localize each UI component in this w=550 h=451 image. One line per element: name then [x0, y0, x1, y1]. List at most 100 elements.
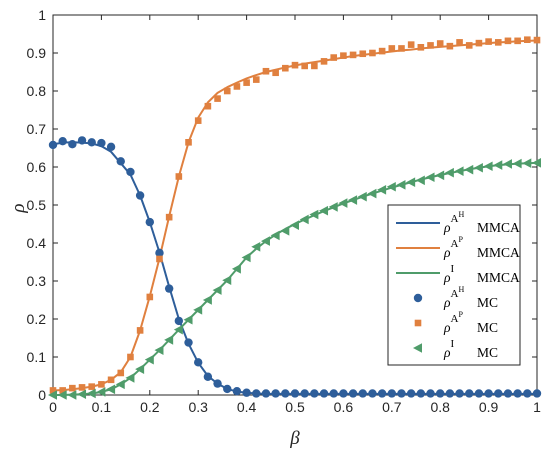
- y-tick-label: 0.6: [27, 159, 47, 175]
- data-point-I: [183, 314, 193, 325]
- y-tick-label: 0.5: [27, 197, 47, 213]
- data-point-AP: [524, 36, 531, 43]
- data-point-AP: [504, 37, 512, 45]
- data-point-I: [154, 345, 164, 355]
- data-point-AH: [368, 389, 377, 398]
- data-point-AP: [388, 45, 396, 52]
- data-point-I: [193, 305, 203, 315]
- data-point-I: [270, 230, 280, 241]
- data-point-I: [415, 175, 425, 186]
- data-point-I: [319, 205, 329, 216]
- data-point-AH: [281, 389, 290, 398]
- data-point-AH: [58, 136, 67, 146]
- data-point-AH: [339, 389, 348, 398]
- data-point-I: [212, 285, 222, 295]
- data-point-AH: [232, 387, 242, 396]
- data-point-AH: [445, 389, 455, 398]
- data-point-AP: [378, 47, 386, 55]
- data-point-I: [144, 354, 154, 365]
- data-point-I: [435, 170, 445, 181]
- data-point-AP: [69, 384, 76, 392]
- data-point-I: [348, 195, 358, 205]
- data-point-AP: [291, 61, 299, 69]
- data-point-AP: [59, 387, 66, 394]
- data-point-AP: [301, 62, 308, 70]
- data-point-AP: [359, 50, 367, 58]
- data-point-I: [299, 214, 309, 225]
- data-point-AP: [475, 39, 483, 47]
- data-point-I: [425, 172, 435, 183]
- data-point-AH: [135, 191, 145, 200]
- data-point-AH: [503, 389, 513, 398]
- data-point-AP: [514, 37, 521, 45]
- data-point-AH: [87, 138, 96, 147]
- legend-label: ρIMC: [443, 338, 498, 360]
- data-point-AP: [185, 139, 192, 146]
- legend-box: [387, 204, 521, 366]
- data-point-I: [377, 185, 387, 195]
- data-point-AH: [242, 388, 251, 397]
- data-point-I: [502, 159, 512, 169]
- data-point-I: [251, 242, 261, 252]
- data-point-AH: [97, 138, 106, 148]
- data-point-AP: [214, 95, 221, 102]
- x-tick-label: 0.1: [92, 399, 112, 415]
- data-point-AH: [77, 136, 87, 145]
- data-point-AH: [213, 379, 222, 388]
- data-point-AP: [175, 173, 183, 180]
- data-point-I: [367, 188, 377, 199]
- legend-swatch-marker: [413, 293, 423, 303]
- data-point-AH: [174, 316, 184, 326]
- y-tick-label: 0.4: [27, 235, 47, 251]
- data-point-AH: [348, 389, 358, 398]
- data-point-AP: [49, 387, 57, 394]
- data-point-AH: [523, 389, 532, 398]
- data-point-I: [241, 252, 251, 263]
- data-point-AP: [311, 62, 318, 70]
- data-point-AH: [261, 389, 271, 398]
- x-tick-label: 0: [49, 399, 57, 415]
- data-point-AP: [165, 213, 173, 221]
- x-axis: 0 0.1 0.2 0.3 0.4 0.5 0.6 0.7 0.8 0.9 1: [49, 15, 541, 415]
- x-tick-label: 0.2: [140, 399, 160, 415]
- data-point-I: [67, 390, 77, 400]
- series-AH-markers: [48, 136, 542, 398]
- data-point-AH: [319, 389, 329, 398]
- data-point-I: [222, 275, 232, 286]
- data-point-AH: [397, 389, 406, 398]
- legend-label: ρAHMMCA: [443, 210, 520, 235]
- data-point-AP: [436, 40, 444, 47]
- y-tick-label: 0.3: [27, 273, 47, 289]
- data-point-AH: [474, 389, 484, 398]
- data-point-I: [57, 390, 67, 400]
- legend-entry-AP-MMCA: ρAPMMCA: [396, 235, 520, 260]
- data-point-AH: [116, 157, 125, 166]
- legend-label: ρAHMC: [443, 285, 498, 310]
- data-point-AP: [194, 117, 202, 124]
- data-point-AP: [146, 293, 154, 301]
- data-point-AP: [272, 69, 279, 77]
- data-point-I: [48, 390, 57, 400]
- data-point-AH: [252, 389, 261, 398]
- data-point-AH: [465, 389, 474, 398]
- legend-entry-AP-MC: ρAPMC: [414, 310, 498, 335]
- data-point-I: [338, 198, 348, 208]
- data-point-I: [106, 384, 116, 395]
- data-point-AH: [164, 284, 174, 293]
- data-point-I: [454, 166, 464, 176]
- data-point-AH: [203, 372, 213, 381]
- data-point-I: [309, 209, 319, 220]
- data-point-AH: [290, 389, 300, 398]
- y-tick-label: 0.8: [27, 83, 47, 99]
- data-point-AH: [494, 389, 503, 398]
- y-axis: 0 0.1 0.2 0.3 0.4 0.5 0.6 0.7 0.8 0.9 1: [27, 7, 537, 403]
- data-point-I: [512, 158, 522, 169]
- data-point-AP: [533, 36, 541, 44]
- data-point-AH: [455, 389, 464, 398]
- data-point-AH: [194, 358, 203, 367]
- x-tick-label: 0.9: [479, 399, 499, 415]
- legend-entry-AH-MC: ρAHMC: [413, 285, 498, 310]
- data-point-AP: [330, 54, 338, 61]
- data-point-AP: [127, 353, 134, 361]
- series-layer: [48, 36, 542, 400]
